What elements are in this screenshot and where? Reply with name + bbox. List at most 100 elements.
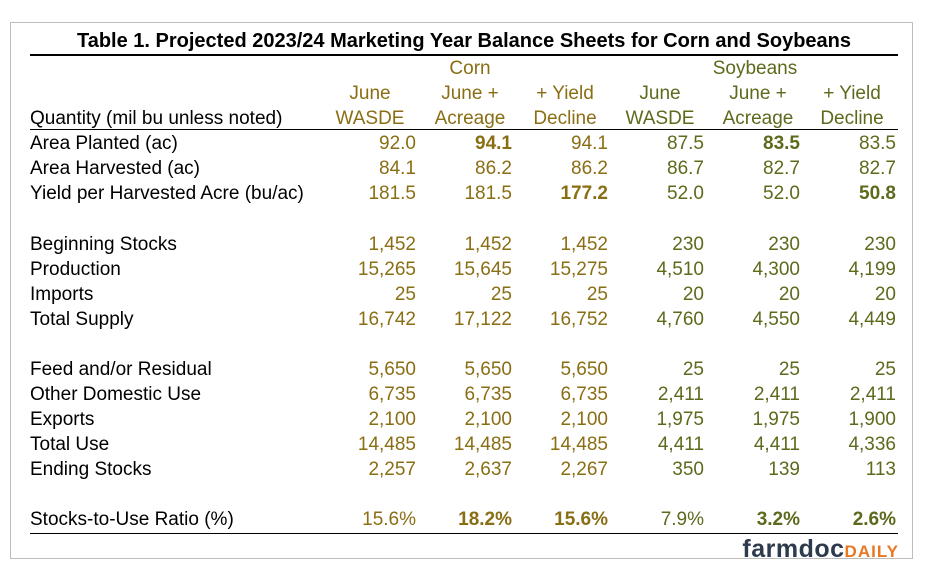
table-cell: 7.9% [660,509,704,530]
table-cell: 50.8 [859,183,896,204]
table-cell: 20 [778,284,800,305]
table-cell: 2,637 [464,459,512,480]
col6-header-line2: Decline [820,108,884,129]
table-cell: 17,122 [453,309,512,330]
table-cell: 94.1 [571,133,608,154]
table-cell: 4,550 [752,309,800,330]
table-cell: 15,275 [549,259,608,280]
table-cell: 2,257 [368,459,416,480]
table-cell: 113 [865,459,896,480]
row-label: Exports [30,409,95,430]
table-cell: 5,650 [560,359,608,380]
table-cell: 1,452 [560,234,608,255]
table-cell: 3.2% [756,509,800,530]
title-rule [30,54,898,56]
table-cell: 82.7 [763,158,800,179]
row-label: Yield per Harvested Acre (bu/ac) [30,183,304,204]
table-cell: 1,452 [368,234,416,255]
table-cell: 25 [682,359,704,380]
table-cell: 14,485 [549,434,608,455]
table-cell: 2,100 [464,409,512,430]
table-cell: 5,650 [368,359,416,380]
table-cell: 2,411 [849,384,896,405]
table-cell: 94.1 [475,133,512,154]
table-cell: 139 [768,459,800,480]
table-cell: 2.6% [852,509,896,530]
table-cell: 177.2 [560,183,608,204]
table-cell: 18.2% [458,509,512,530]
table-cell: 2,267 [560,459,608,480]
table-cell: 15,265 [357,259,416,280]
col3-header-line1: + Yield [536,83,594,104]
table-cell: 15.6% [362,509,416,530]
row-label: Feed and/or Residual [30,359,212,380]
group-soybeans: Soybeans [712,58,798,79]
table-cell: 1,975 [752,409,800,430]
table-cell: 1,452 [464,234,512,255]
table-cell: 14,485 [357,434,416,455]
table-cell: 2,100 [368,409,416,430]
row-label: Imports [30,284,94,305]
table-cell: 4,411 [657,434,704,455]
table-cell: 25 [394,284,416,305]
table-cell: 181.5 [368,183,416,204]
table-cell: 16,742 [357,309,416,330]
row-label: Other Domestic Use [30,384,202,405]
table-cell: 2,411 [657,384,704,405]
table-cell: 15.6% [554,509,608,530]
bottom-rule [30,533,898,534]
header-rule [30,129,898,130]
col5-header-line2: Acreage [722,108,794,129]
col2-header-line2: Acreage [434,108,506,129]
table-cell: 1,975 [656,409,704,430]
table-cell: 4,510 [656,259,704,280]
row-label: Production [30,259,121,280]
table-cell: 4,760 [656,309,704,330]
col2-header-line1: June + [441,83,499,104]
table-cell: 86.2 [571,158,608,179]
table-cell: 4,199 [848,259,896,280]
row-label: Ending Stocks [30,459,152,480]
table-cell: 350 [672,459,704,480]
table-cell: 230 [864,234,896,255]
table-cell: 83.5 [763,133,800,154]
table-cell: 20 [874,284,896,305]
col1-header-line1: June [349,83,391,104]
table-cell: 52.0 [667,183,704,204]
col5-header-line1: June + [729,83,787,104]
logo-daily: DAILY [844,542,899,561]
table-cell: 4,411 [753,434,800,455]
table-cell: 92.0 [379,133,416,154]
table-cell: 87.5 [667,133,704,154]
table-cell: 2,411 [753,384,800,405]
quantity-label: Quantity (mil bu unless noted) [30,108,283,129]
col3-header-line2: Decline [533,108,597,129]
table-cell: 52.0 [763,183,800,204]
table-cell: 230 [672,234,704,255]
table-cell: 2,100 [560,409,608,430]
table-cell: 20 [682,284,704,305]
table-cell: 25 [490,284,512,305]
col4-header-line1: June [639,83,681,104]
table-cell: 15,645 [453,259,512,280]
table-cell: 6,735 [368,384,416,405]
row-label: Area Harvested (ac) [30,158,201,179]
row-label: Area Planted (ac) [30,133,178,154]
table-cell: 5,650 [464,359,512,380]
row-label: Stocks-to-Use Ratio (%) [30,509,234,530]
table-cell: 86.7 [667,158,704,179]
table-cell: 84.1 [379,158,416,179]
col6-header-line1: + Yield [823,83,881,104]
table-cell: 14,485 [453,434,512,455]
table-cell: 230 [768,234,800,255]
farmdoc-daily-logo: farmdocDAILY [742,535,899,566]
row-label: Beginning Stocks [30,234,177,255]
table-cell: 25 [778,359,800,380]
table-cell: 25 [586,284,608,305]
group-corn: Corn [449,58,491,79]
table-cell: 4,300 [752,259,800,280]
table-cell: 25 [874,359,896,380]
col4-header-line2: WASDE [625,108,695,129]
row-label: Total Supply [30,309,134,330]
table-cell: 16,752 [549,309,608,330]
